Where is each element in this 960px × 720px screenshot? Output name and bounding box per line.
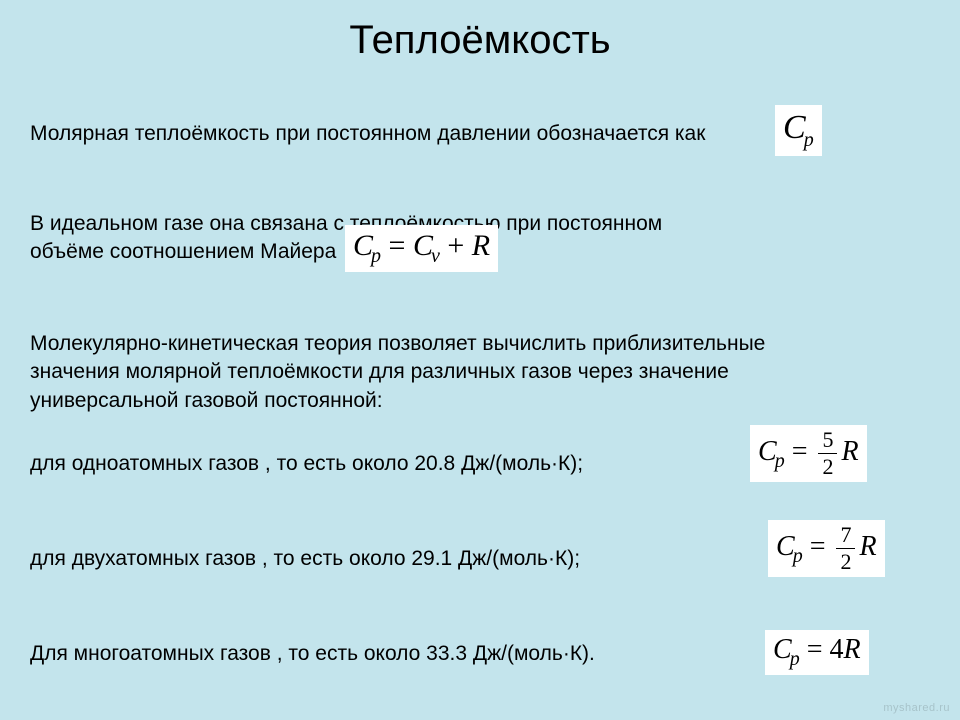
formula-fraction: 52 (818, 429, 837, 478)
slide-title: Теплоёмкость (0, 18, 960, 63)
formula-cp-symbol: Cp (775, 105, 822, 156)
formula-polyatomic: Cp = 4R (765, 630, 869, 675)
formula-subscript: p (793, 545, 803, 567)
formula-plus: + (440, 229, 472, 262)
formula-R: R (843, 634, 860, 665)
formula-lhs: C (776, 531, 795, 562)
formula-R: R (472, 229, 490, 262)
formula-numerator: 7 (836, 524, 855, 549)
watermark-text: myshared.ru (883, 702, 950, 714)
formula-subscript: v (431, 245, 440, 267)
formula-eq: = (800, 634, 830, 665)
formula-denominator: 2 (818, 454, 837, 478)
formula-lhs: C (758, 436, 777, 467)
paragraph-monoatomic: для одноатомных газов , то есть около 20… (30, 450, 650, 478)
formula-subscript: p (775, 450, 785, 472)
paragraph-polyatomic: Для многоатомных газов , то есть около 3… (30, 640, 650, 668)
formula-R: R (841, 436, 858, 467)
formula-fraction: 72 (836, 524, 855, 573)
paragraph-diatomic: для двухатомных газов , то есть около 29… (30, 545, 650, 573)
formula-lhs: C (353, 229, 373, 262)
formula-mayer: Cp = Cv + R (345, 225, 498, 272)
formula-diatomic: Cp = 72R (768, 520, 885, 577)
formula-subscript: p (371, 245, 381, 267)
paragraph-intro-cp: Молярная теплоёмкость при постоянном дав… (30, 120, 770, 148)
formula-eq: = (803, 531, 833, 562)
formula-subscript: p (804, 129, 814, 151)
formula-eq: = (381, 229, 413, 262)
formula-R: R (859, 531, 876, 562)
formula-denominator: 2 (836, 549, 855, 573)
formula-lhs: C (773, 634, 792, 665)
formula-numerator: 5 (818, 429, 837, 454)
formula-monoatomic: Cp = 52R (750, 425, 867, 482)
formula-eq: = (785, 436, 815, 467)
formula-rhs: C (413, 229, 433, 262)
formula-lhs: C (783, 109, 806, 146)
paragraph-mkt-explain: Молекулярно-кинетическая теория позволяе… (30, 330, 820, 415)
formula-subscript: p (790, 648, 800, 670)
formula-coef: 4 (829, 634, 843, 665)
